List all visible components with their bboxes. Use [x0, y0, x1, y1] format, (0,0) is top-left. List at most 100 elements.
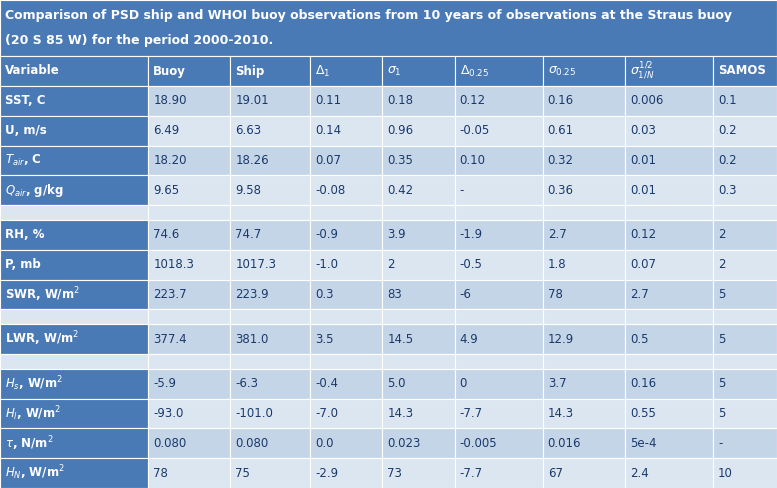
Text: 2: 2	[718, 228, 726, 242]
Text: $Q_{air}$, g/kg: $Q_{air}$, g/kg	[5, 182, 64, 199]
Bar	[542, 399, 625, 428]
Bar	[713, 354, 777, 369]
Bar	[542, 309, 625, 324]
Text: 0.35: 0.35	[388, 154, 413, 167]
Bar	[455, 458, 542, 488]
Bar	[542, 56, 625, 86]
Bar	[542, 220, 625, 250]
Bar	[542, 428, 625, 458]
Text: 19.01: 19.01	[235, 94, 269, 107]
Bar	[382, 458, 455, 488]
Text: 223.9: 223.9	[235, 288, 269, 301]
Text: 6.49: 6.49	[153, 124, 179, 137]
Bar	[382, 428, 455, 458]
Bar	[310, 116, 382, 145]
Text: 14.5: 14.5	[388, 333, 413, 346]
Text: 0.18: 0.18	[388, 94, 413, 107]
Bar	[230, 250, 310, 280]
Bar	[713, 309, 777, 324]
Text: 0.01: 0.01	[630, 183, 656, 197]
Text: 75: 75	[235, 467, 250, 480]
Text: LWR, W/m$^2$: LWR, W/m$^2$	[5, 330, 79, 348]
Bar	[713, 399, 777, 428]
Bar	[230, 354, 310, 369]
Text: U, m/s: U, m/s	[5, 124, 47, 137]
Text: 0.080: 0.080	[153, 437, 186, 450]
Bar	[148, 220, 230, 250]
Bar	[713, 458, 777, 488]
Text: 0.61: 0.61	[548, 124, 574, 137]
Bar	[382, 86, 455, 116]
Bar	[0, 116, 148, 145]
Text: 0.016: 0.016	[548, 437, 581, 450]
Text: $\Delta_1$: $\Delta_1$	[315, 63, 331, 79]
Text: $H_s$, W/m$^2$: $H_s$, W/m$^2$	[5, 374, 63, 393]
Text: 0.96: 0.96	[388, 124, 413, 137]
Text: 0.0: 0.0	[315, 437, 334, 450]
Bar	[455, 324, 542, 354]
Bar	[148, 399, 230, 428]
Bar	[625, 86, 713, 116]
Bar	[148, 250, 230, 280]
Text: 9.65: 9.65	[153, 183, 179, 197]
Bar	[625, 399, 713, 428]
Text: 6.63: 6.63	[235, 124, 261, 137]
Bar	[382, 205, 455, 220]
Bar	[0, 86, 148, 116]
Text: Buoy: Buoy	[153, 64, 186, 78]
Text: $H_l$, W/m$^2$: $H_l$, W/m$^2$	[5, 404, 61, 423]
Text: -6: -6	[459, 288, 472, 301]
Bar	[542, 175, 625, 205]
Bar	[455, 220, 542, 250]
Bar	[382, 175, 455, 205]
Bar	[148, 175, 230, 205]
Bar	[625, 309, 713, 324]
Text: -0.005: -0.005	[459, 437, 497, 450]
Bar	[148, 56, 230, 86]
Text: 14.3: 14.3	[548, 407, 574, 420]
Text: 1017.3: 1017.3	[235, 258, 277, 271]
Bar	[455, 428, 542, 458]
Bar	[310, 145, 382, 175]
Text: 3.9: 3.9	[388, 228, 406, 242]
Bar	[0, 309, 148, 324]
Text: 0.01: 0.01	[630, 154, 656, 167]
Text: 0.14: 0.14	[315, 124, 342, 137]
Text: SWR, W/m$^2$: SWR, W/m$^2$	[5, 285, 80, 304]
Text: 0.12: 0.12	[459, 94, 486, 107]
Text: $\sigma_1$: $\sigma_1$	[388, 64, 402, 78]
Text: 0.03: 0.03	[630, 124, 656, 137]
Text: 18.26: 18.26	[235, 154, 269, 167]
Bar	[455, 354, 542, 369]
Bar	[625, 205, 713, 220]
Text: $T_{air}$, C: $T_{air}$, C	[5, 153, 42, 168]
Bar	[625, 280, 713, 309]
Text: 0.07: 0.07	[630, 258, 656, 271]
Bar	[230, 309, 310, 324]
Bar	[455, 116, 542, 145]
Bar	[382, 220, 455, 250]
Text: 74.7: 74.7	[235, 228, 262, 242]
Bar	[542, 205, 625, 220]
Text: $\tau$, N/m$^2$: $\tau$, N/m$^2$	[5, 434, 54, 453]
Text: 0.080: 0.080	[235, 437, 269, 450]
Text: 0.42: 0.42	[388, 183, 413, 197]
Text: 0.32: 0.32	[548, 154, 573, 167]
Bar	[713, 145, 777, 175]
Bar	[625, 324, 713, 354]
Bar	[0, 399, 148, 428]
Text: RH, %: RH, %	[5, 228, 44, 242]
Text: 0.023: 0.023	[388, 437, 421, 450]
Bar	[455, 86, 542, 116]
Bar	[713, 324, 777, 354]
Text: 2: 2	[718, 258, 726, 271]
Bar	[0, 369, 148, 399]
Text: -0.4: -0.4	[315, 377, 339, 390]
Bar	[382, 369, 455, 399]
Bar	[230, 220, 310, 250]
Bar	[455, 56, 542, 86]
Text: 0.36: 0.36	[548, 183, 573, 197]
Bar	[148, 458, 230, 488]
Bar	[310, 205, 382, 220]
Text: 2.4: 2.4	[630, 467, 649, 480]
